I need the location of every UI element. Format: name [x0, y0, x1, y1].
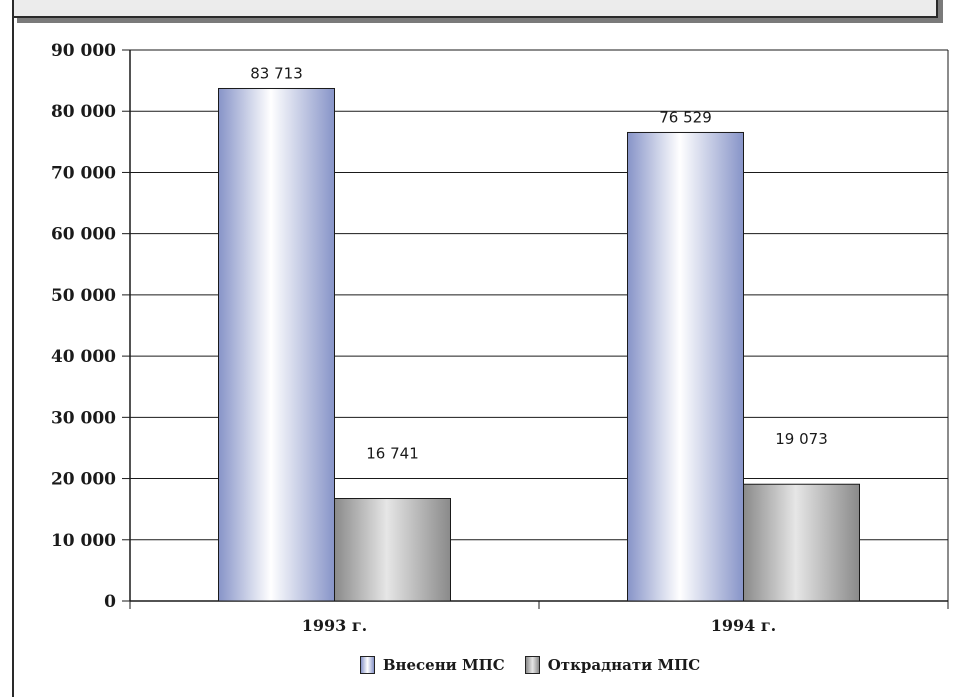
y-tick-label: 80 000	[51, 102, 116, 122]
legend-swatch-series-2	[524, 656, 540, 674]
bar-registered-0	[218, 87, 335, 602]
left-frame-rule	[12, 16, 14, 697]
y-tick-label: 90 000	[51, 41, 116, 61]
header-frame-box	[12, 0, 938, 18]
y-tick-label: 50 000	[51, 286, 116, 306]
legend-label-series-2: Откраднати МПС	[547, 656, 701, 674]
y-tick-label: 60 000	[51, 225, 116, 245]
y-tick-label: 70 000	[51, 163, 116, 183]
x-category-label: 1994 г.	[711, 616, 776, 635]
y-tick-label: 0	[104, 592, 116, 612]
bar-chart: 0 10 000 20 000 30 000 40 000 50 000 60 000 70 …	[51, 41, 949, 635]
legend-item-series-2: Откраднати МПС	[524, 656, 701, 674]
y-tick-label: 10 000	[51, 531, 116, 551]
data-label: 16 741	[366, 445, 419, 463]
data-label: 83 713	[250, 64, 303, 82]
bars	[218, 87, 860, 602]
y-tick-label: 20 000	[51, 470, 116, 490]
legend: Внесени МПС Откраднати МПС	[0, 656, 953, 674]
bar-stolen-0	[334, 498, 451, 602]
data-label: 19 073	[775, 430, 828, 448]
y-tick-label: 40 000	[51, 347, 116, 367]
x-category-label: 1993 г.	[302, 616, 367, 635]
bar-stolen-1	[743, 483, 860, 602]
legend-item-series-1: Внесени МПС	[359, 656, 505, 674]
y-tick-label: 30 000	[51, 408, 116, 428]
data-label: 76 529	[659, 108, 712, 126]
bar-registered-1	[627, 131, 744, 602]
legend-swatch-series-1	[359, 656, 375, 674]
labels: 0 10 000 20 000 30 000 40 000 50 000 60 000 70 …	[51, 41, 828, 635]
legend-label-series-1: Внесени МПС	[382, 656, 505, 674]
